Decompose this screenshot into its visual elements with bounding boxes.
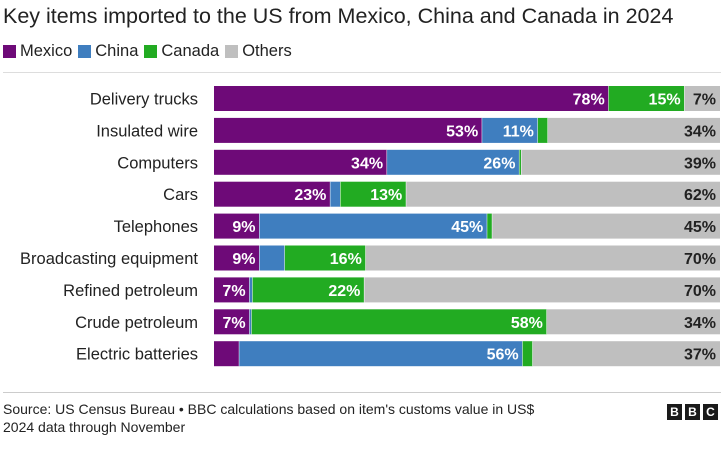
source-note: Source: US Census Bureau • BBC calculati… (3, 400, 534, 436)
bar-crude-petroleum-mexico (214, 309, 250, 335)
bar-refined-petroleum-canada (252, 277, 365, 303)
data-label-telephones-mexico: 9% (232, 219, 255, 236)
data-label-insulated-wire-mexico: 53% (446, 123, 478, 140)
data-label-electric-batteries-others: 37% (684, 347, 716, 364)
data-label-cars-canada: 13% (370, 187, 402, 204)
category-label-electric-batteries: Electric batteries (76, 346, 198, 364)
legend-label-others: Others (242, 42, 292, 60)
data-label-broadcasting-equipment-others: 70% (684, 251, 716, 268)
bar-insulated-wire-china (482, 117, 538, 143)
bar-electric-batteries-mexico (214, 341, 240, 367)
legend-swatch-china (78, 45, 92, 58)
bottom-divider (3, 392, 721, 393)
bar-telephones-china (259, 213, 488, 239)
category-label-cars: Cars (163, 186, 198, 204)
data-label-delivery-trucks-mexico: 78% (573, 92, 605, 109)
data-label-broadcasting-equipment-mexico: 9% (232, 251, 255, 268)
bar-cars-canada (340, 181, 407, 207)
bar-telephones-canada (487, 213, 493, 239)
bar-refined-petroleum-china (249, 277, 253, 303)
legend-item-canada: Canada (144, 42, 219, 61)
bar-telephones-others (492, 213, 720, 239)
category-label-broadcasting-equipment: Broadcasting equipment (20, 250, 198, 268)
data-label-crude-petroleum-others: 34% (684, 315, 716, 332)
chart-title: Key items imported to the US from Mexico… (3, 4, 674, 28)
bar-refined-petroleum-mexico (214, 277, 250, 303)
bar-insulated-wire-others (547, 117, 720, 143)
data-label-telephones-china: 45% (451, 219, 483, 236)
data-label-electric-batteries-china: 56% (487, 347, 519, 364)
bar-cars-mexico (214, 181, 331, 207)
data-label-crude-petroleum-canada: 58% (511, 315, 543, 332)
data-label-refined-petroleum-canada: 22% (328, 283, 360, 300)
data-label-computers-china: 26% (483, 155, 515, 172)
bar-broadcasting-equipment-others (365, 245, 720, 271)
bbc-logo: B B C (664, 404, 718, 420)
bar-cars-others (406, 181, 720, 207)
data-label-computers-others: 39% (684, 155, 716, 172)
category-label-computers: Computers (117, 154, 198, 172)
data-label-refined-petroleum-mexico: 7% (222, 283, 245, 300)
data-label-computers-mexico: 34% (351, 155, 383, 172)
bar-insulated-wire-mexico (214, 117, 483, 143)
data-label-refined-petroleum-others: 70% (684, 283, 716, 300)
bar-computers-china (387, 149, 520, 175)
legend-label-canada: Canada (161, 42, 220, 60)
data-label-cars-mexico: 23% (294, 187, 326, 204)
category-label-insulated-wire: Insulated wire (96, 122, 198, 140)
bar-insulated-wire-canada (537, 117, 548, 143)
bar-delivery-trucks-others (684, 86, 720, 111)
legend-swatch-canada (144, 45, 158, 58)
bar-broadcasting-equipment-china (259, 245, 285, 271)
data-label-insulated-wire-china: 11% (503, 123, 534, 140)
bar-telephones-mexico (214, 213, 260, 239)
bar-electric-batteries-others (532, 341, 720, 367)
category-label-delivery-trucks: Delivery trucks (90, 91, 198, 109)
bar-computers-mexico (214, 149, 388, 175)
legend: Mexico China Canada Others (3, 42, 298, 61)
bar-broadcasting-equipment-mexico (214, 245, 260, 271)
bar-computers-canada (519, 149, 522, 175)
legend-swatch-mexico (3, 45, 16, 58)
legend-item-china: China (78, 42, 138, 61)
bbc-logo-letter-c: C (703, 404, 718, 420)
legend-item-others: Others (225, 42, 292, 61)
bbc-logo-letter-b2: B (685, 404, 700, 420)
bar-computers-others (521, 149, 720, 175)
legend-label-mexico: Mexico (20, 42, 73, 60)
data-label-telephones-others: 45% (684, 219, 716, 236)
legend-swatch-others (225, 45, 239, 58)
bbc-logo-letter-b1: B (667, 404, 682, 420)
bar-cars-china (330, 181, 341, 207)
bar-crude-petroleum-others (546, 309, 720, 335)
bar-crude-petroleum-china (249, 309, 252, 335)
bar-electric-batteries-canada (522, 341, 533, 367)
bar-delivery-trucks-mexico (214, 86, 609, 111)
category-label-crude-petroleum: Crude petroleum (75, 314, 198, 332)
legend-label-china: China (95, 42, 139, 60)
bar-refined-petroleum-others (364, 277, 720, 303)
bar-crude-petroleum-canada (251, 309, 547, 335)
source-line-1: Source: US Census Bureau • BBC calculati… (3, 401, 535, 417)
data-label-insulated-wire-others: 34% (684, 123, 716, 140)
data-label-delivery-trucks-others: 7% (693, 92, 716, 109)
bar-electric-batteries-china (239, 341, 523, 367)
data-label-delivery-trucks-canada: 15% (649, 92, 681, 109)
top-divider (3, 72, 721, 73)
stacked-bar-chart: Delivery trucks 78% 15% 7% Insulated wire 53%… (20, 86, 720, 367)
bar-delivery-trucks-canada (608, 86, 685, 111)
category-label-refined-petroleum: Refined petroleum (63, 282, 198, 300)
source-line-2: 2024 data through November (3, 419, 186, 435)
category-label-telephones: Telephones (114, 218, 198, 236)
data-label-broadcasting-equipment-canada: 16% (330, 251, 362, 268)
data-label-cars-others: 62% (684, 187, 716, 204)
legend-item-mexico: Mexico (3, 42, 72, 61)
bar-broadcasting-equipment-canada (284, 245, 366, 271)
data-label-crude-petroleum-mexico: 7% (223, 315, 246, 332)
